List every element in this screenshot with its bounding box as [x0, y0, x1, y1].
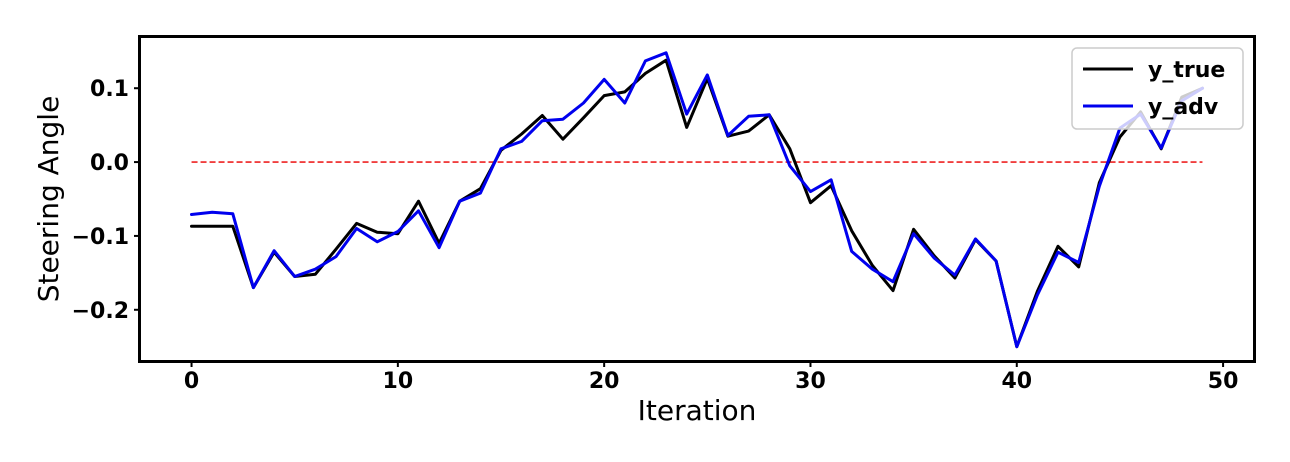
- y-tick-label: 0.0: [90, 151, 129, 176]
- series-line-y-adv: [190, 51, 1204, 349]
- legend: y_true y_adv: [1071, 47, 1244, 130]
- x-tick-label: 50: [1208, 369, 1239, 394]
- y-tick-label: −0.1: [72, 225, 129, 250]
- x-tick-label: 20: [589, 369, 620, 394]
- y-tick-label: 0.1: [90, 77, 129, 102]
- legend-label-y-true: y_true: [1148, 58, 1225, 83]
- y-axis-label: Steering Angle: [32, 96, 65, 303]
- x-tick-label: 10: [383, 369, 414, 394]
- tick-layer: 0 10 20 30 40 50 −0.2 −0.1 0.0 0.1: [72, 77, 1239, 394]
- plot-frame: [138, 35, 1256, 363]
- legend-label-y-adv: y_adv: [1148, 95, 1219, 120]
- series-line-y-true: [190, 58, 1204, 349]
- x-tick-label: 30: [795, 369, 826, 394]
- x-tick-label: 0: [184, 369, 199, 394]
- x-axis-label: Iteration: [638, 394, 757, 427]
- y-tick-label: −0.2: [72, 299, 129, 324]
- series-layer: [190, 51, 1204, 349]
- x-tick-label: 40: [1001, 369, 1032, 394]
